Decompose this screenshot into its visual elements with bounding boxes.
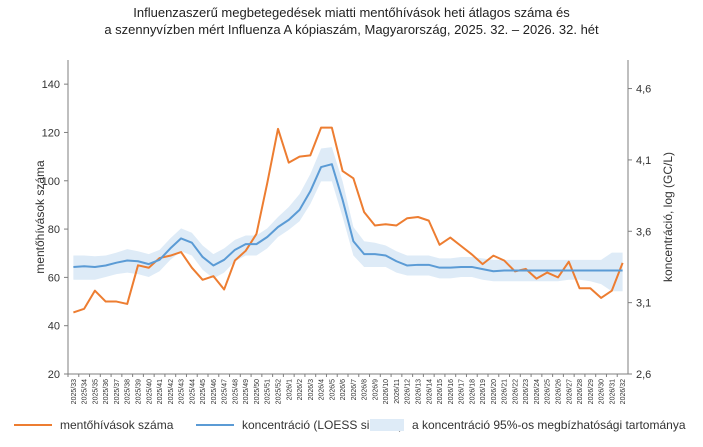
- right-y-axis-label: koncentráció, log (GC/L): [661, 152, 675, 282]
- x-tick-label: 2026/22: [512, 379, 519, 404]
- left-tick-label: 100: [42, 176, 60, 188]
- x-tick-label: 2026/15: [437, 379, 444, 404]
- x-tick-label: 2026/28: [577, 379, 584, 404]
- right-tick-label: 3,6: [636, 226, 651, 238]
- x-tick-label: 2025/45: [200, 379, 207, 404]
- x-tick-label: 2026/27: [566, 379, 573, 404]
- legend-swatch-band: [370, 419, 404, 431]
- legend: mentőhívások száma koncentráció (LOESS s…: [14, 418, 686, 432]
- left-tick-label: 140: [42, 79, 60, 91]
- series-layer: [73, 126, 624, 314]
- legend-label-band: a koncentráció 95%-os megbízhatósági tar…: [412, 418, 686, 432]
- x-tick-label: 2026/31: [609, 379, 616, 404]
- x-tick-label: 2025/41: [157, 379, 164, 404]
- x-tick-label: 2025/50: [254, 379, 261, 404]
- x-tick-label: 2026/9: [372, 379, 379, 401]
- x-tick-label: 2026/14: [426, 379, 433, 404]
- x-tick-label: 2026/23: [523, 379, 530, 404]
- x-tick-label: 2026/32: [620, 379, 627, 404]
- legend-label-calls: mentőhívások száma: [60, 418, 174, 432]
- x-tick-label: 2026/18: [469, 379, 476, 404]
- x-tick-label: 2025/43: [179, 379, 186, 404]
- left-tick-label: 80: [48, 224, 60, 236]
- x-tick-label: 2025/38: [125, 379, 132, 404]
- x-tick-label: 2026/5: [329, 379, 336, 401]
- x-tick-label: 2025/44: [189, 379, 196, 404]
- chart-title-line-2: a szennyvízben mért Influenza A kópiaszá…: [104, 22, 599, 37]
- x-tick-label: 2025/46: [211, 379, 218, 404]
- x-tick-label: 2025/34: [82, 379, 89, 404]
- legend-label-concentration: koncentráció (LOESS simítás): [242, 418, 403, 432]
- x-tick-label: 2026/10: [383, 379, 390, 404]
- x-tick-label: 2025/49: [243, 379, 250, 404]
- x-tick-label: 2025/39: [136, 379, 143, 404]
- x-tick-label: 2026/20: [491, 379, 498, 404]
- x-tick-label: 2026/24: [534, 379, 541, 404]
- ticks-layer: 20 40 60 80 100 120 140 2,6 3,1 3,6 4,1 4,6 2025/33 2…: [42, 79, 652, 404]
- x-tick-label: 2026/4: [319, 379, 326, 401]
- x-tick-label: 2026/30: [599, 379, 606, 404]
- x-tick-label: 2026/13: [416, 379, 423, 404]
- x-tick-label: 2026/1: [286, 379, 293, 401]
- x-tick-label: 2025/33: [71, 379, 78, 404]
- x-tick-label: 2025/51: [265, 379, 272, 404]
- right-tick-label: 4,6: [636, 84, 651, 96]
- x-tick-label: 2026/21: [502, 379, 509, 404]
- x-tick-label: 2025/47: [222, 379, 229, 404]
- x-tick-label: 2025/52: [276, 379, 283, 404]
- x-tick-label: 2026/8: [362, 379, 369, 401]
- calls-series-line: [73, 126, 624, 314]
- x-tick-label: 2025/48: [232, 379, 239, 404]
- x-tick-label: 2026/7: [351, 379, 358, 401]
- right-tick-label: 4,1: [636, 155, 651, 167]
- left-tick-label: 120: [42, 127, 60, 139]
- chart-title-line-1: Influenzaszerű megbetegedések miatti men…: [133, 5, 570, 20]
- concentration-series-line: [73, 163, 623, 273]
- x-tick-label: 2026/2: [297, 379, 304, 401]
- x-tick-label: 2025/37: [114, 379, 121, 404]
- x-tick-label: 2026/12: [405, 379, 412, 404]
- x-tick-label: 2026/26: [556, 379, 563, 404]
- x-tick-label: 2026/6: [340, 379, 347, 401]
- x-tick-label: 2025/36: [103, 379, 110, 404]
- x-tick-label: 2026/3: [308, 379, 315, 401]
- left-tick-label: 40: [48, 321, 60, 333]
- x-tick-label: 2025/35: [92, 379, 99, 404]
- x-tick-label: 2026/29: [588, 379, 595, 404]
- right-tick-label: 3,1: [636, 298, 651, 310]
- left-y-axis-label: mentőhívások száma: [33, 160, 47, 274]
- x-tick-label: 2026/11: [394, 379, 401, 404]
- right-tick-label: 2,6: [636, 369, 651, 381]
- x-tick-label: 2026/17: [459, 379, 466, 404]
- x-tick-label: 2026/16: [448, 379, 455, 404]
- x-tick-label: 2026/19: [480, 379, 487, 404]
- left-tick-label: 20: [48, 369, 60, 381]
- left-tick-label: 60: [48, 272, 60, 284]
- x-tick-label: 2026/25: [545, 379, 552, 404]
- x-tick-label: 2025/40: [146, 379, 153, 404]
- chart-title: Influenzaszerű megbetegedések miatti men…: [0, 4, 703, 38]
- x-tick-label: 2025/42: [168, 379, 175, 404]
